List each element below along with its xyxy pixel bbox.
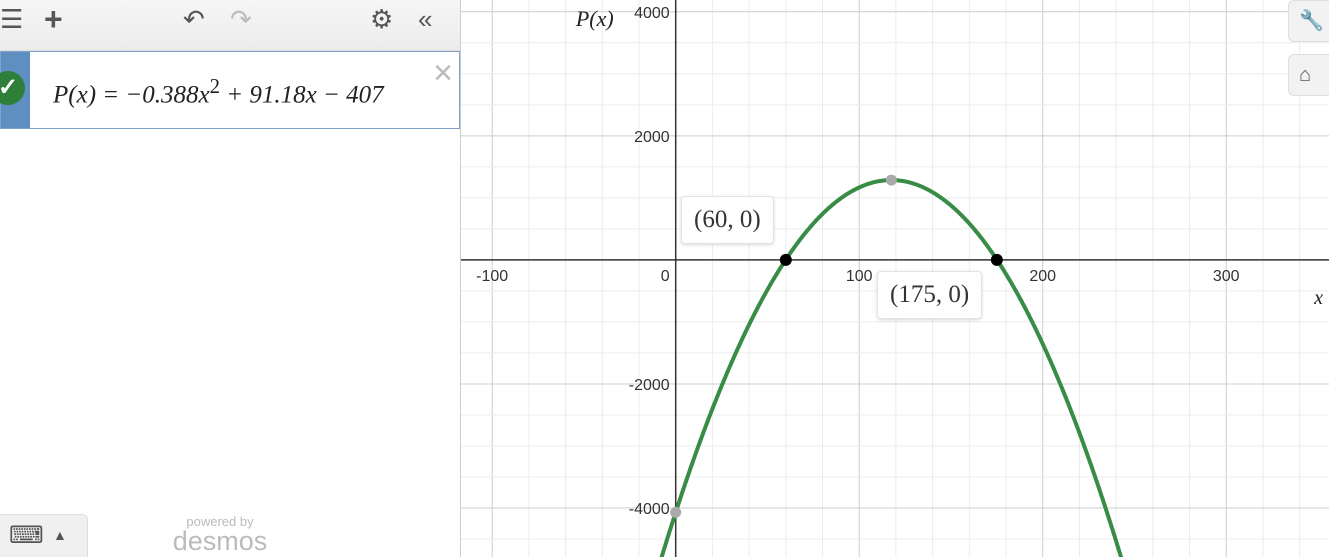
graph-point [779,253,792,266]
graph-point [990,253,1003,266]
y-tick-label: 2000 [634,129,670,146]
home-button[interactable]: ⌂ [1288,54,1329,96]
exponent: 2 [209,74,221,98]
point-label: (60, 0) [681,196,774,244]
x-axis-label: x [1313,287,1323,309]
keyboard-toggle-button[interactable]: ⌨ ▲ [0,514,88,557]
expression-input[interactable]: P(x) = −0.388x2 + 91.18x − 407 [53,74,413,109]
double-chevron-left-icon[interactable]: « [418,4,433,34]
expression-toolbar: ☰ + ↶ ↷ ⚙ « [0,0,460,51]
undo-icon[interactable]: ↶ [183,4,205,34]
graph-point [670,506,682,518]
home-icon: ⌂ [1299,64,1312,86]
desmos-logo[interactable]: powered by desmos [168,514,272,556]
expression-panel: ☰ + ↶ ↷ ⚙ « ✓ P(x) = −0.388x2 + 91.18x −… [0,0,461,557]
x-tick-label: 100 [846,268,873,285]
x-tick-label: -100 [476,268,508,285]
y-tick-label: -2000 [629,377,670,394]
wrench-icon: 🔧 [1299,10,1324,32]
x-tick-label: 200 [1029,268,1056,285]
graph-settings-button[interactable]: 🔧 [1288,0,1329,42]
brand-text: desmos [172,526,268,556]
caret-up-icon: ▲ [53,527,67,543]
redo-icon[interactable]: ↷ [230,4,252,34]
expression-text: P(x) = −0.388x [53,81,210,109]
x-tick-label: 0 [661,268,670,285]
powered-by-text: powered by [186,514,254,529]
hamburger-icon[interactable]: ☰ [0,4,24,34]
graph-point [885,174,897,186]
y-tick-label: -4000 [629,501,670,518]
expression-text-rest: + 91.18x − 407 [220,81,384,109]
plus-icon[interactable]: + [44,1,63,37]
expression-item[interactable]: ✓ P(x) = −0.388x2 + 91.18x − 407 × [0,51,460,129]
gear-icon[interactable]: ⚙ [370,4,394,34]
y-tick-label: 4000 [634,5,670,22]
keyboard-icon: ⌨ [9,522,44,549]
point-label: (175, 0) [877,271,983,319]
x-tick-label: 300 [1213,268,1240,285]
y-axis-label: P(x) [575,6,614,31]
close-icon[interactable]: × [433,54,453,92]
